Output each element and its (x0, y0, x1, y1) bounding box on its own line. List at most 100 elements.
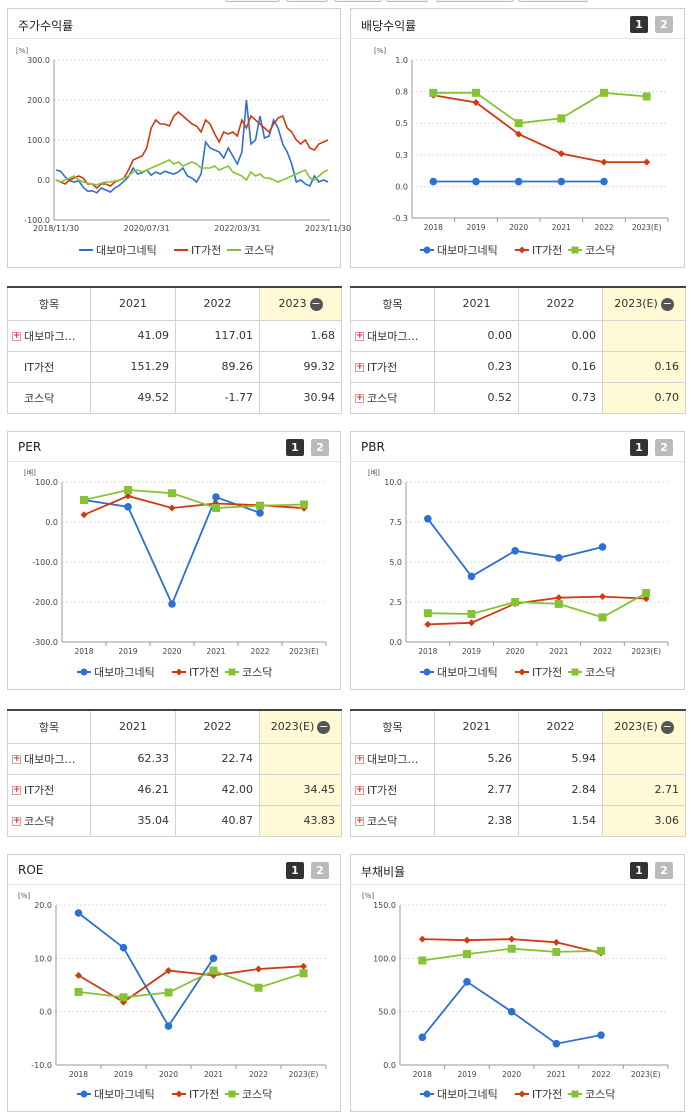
legend-marker (80, 668, 88, 676)
view-2-button[interactable]: 2 (655, 16, 673, 33)
view-1-button[interactable]: 1 (630, 16, 648, 33)
top-tab[interactable] (334, 0, 382, 2)
expand-icon[interactable]: + (355, 362, 364, 372)
y-tick-label: 0.8 (395, 88, 408, 97)
data-point (463, 936, 471, 944)
legend-marker (423, 246, 431, 254)
table-row: + 대보마그… 62.33 22.74 (7, 742, 342, 775)
table-cell (259, 742, 342, 775)
data-point (300, 962, 307, 970)
top-tab[interactable] (286, 0, 328, 2)
x-tick-label: 2023(E) (289, 647, 319, 656)
data-point (514, 119, 523, 128)
top-tab[interactable] (386, 0, 428, 2)
table-cell: 40.87 (175, 804, 260, 837)
data-point (468, 619, 475, 627)
data-point (168, 600, 176, 608)
x-tick-label: 2020 (162, 647, 181, 656)
legend-label: 대보마그네틱 (94, 1088, 155, 1101)
expand-icon[interactable]: + (12, 331, 21, 341)
collapse-icon[interactable]: − (309, 296, 323, 311)
x-tick-label: 2022 (591, 1070, 610, 1079)
unit-label: [%] (16, 47, 28, 55)
y-tick-label: -100.0 (24, 216, 50, 225)
column-header-label: 2022 (546, 720, 575, 734)
data-point (472, 177, 480, 186)
x-tick-label: 2019 (114, 1070, 133, 1079)
data-point (80, 496, 88, 504)
view-2-button[interactable]: 2 (655, 439, 673, 456)
view-1-button[interactable]: 1 (630, 439, 648, 456)
x-tick-label: 2020 (509, 223, 528, 232)
view-2-button[interactable]: 2 (655, 862, 673, 879)
data-point (212, 503, 220, 512)
expand-icon[interactable]: + (355, 785, 364, 795)
y-tick-label: -300.0 (32, 638, 58, 647)
top-tab[interactable] (436, 0, 514, 2)
data-point (552, 1039, 561, 1048)
collapse-icon[interactable]: − (660, 296, 674, 311)
table-cell: 0.52 (434, 381, 519, 414)
expand-icon[interactable]: + (12, 785, 21, 795)
row-label: IT가전 (7, 350, 91, 383)
legend-label: 코스닥 (244, 244, 274, 257)
legend-marker (175, 1090, 183, 1098)
legend-marker (518, 246, 526, 254)
view-1-button[interactable]: 1 (286, 439, 304, 456)
top-tab[interactable] (518, 0, 588, 2)
data-point (124, 486, 132, 494)
x-tick-label: 2019 (118, 647, 137, 656)
chart-per: [배]100.0 0.0 -100.0 -200.0 -300.0 2018 2019 202… (24, 468, 327, 679)
data-point (472, 88, 480, 97)
column-header: 항목 (7, 709, 91, 744)
chart-title: PBR (361, 440, 385, 454)
legend-label: 코스닥 (242, 1088, 272, 1101)
data-point (299, 969, 308, 978)
y-tick-label: 100.0 (35, 478, 58, 487)
y-tick-label: 0.0 (39, 1008, 52, 1017)
expand-icon[interactable]: + (12, 816, 21, 826)
expand-icon[interactable]: + (12, 754, 21, 764)
series-line-1 (427, 595, 647, 626)
x-tick-label: 2021 (552, 223, 571, 232)
data-point (508, 935, 516, 943)
column-header: 항목 (350, 709, 435, 744)
row-label: + 코스닥 (7, 804, 91, 837)
table-cell: 1.68 (259, 319, 342, 352)
y-tick-label: -200.0 (32, 598, 58, 607)
unit-label: [%] (18, 892, 30, 900)
expand-icon[interactable]: + (355, 331, 364, 341)
expand-icon[interactable]: + (355, 816, 364, 826)
table-cell: 99.32 (259, 350, 342, 383)
data-point (557, 114, 566, 123)
column-header-label: 2021 (119, 720, 147, 734)
collapse-icon[interactable]: − (317, 719, 331, 734)
series-line-2 (78, 969, 304, 999)
series-line-2 (83, 489, 305, 509)
data-point (643, 158, 651, 166)
view-2-button[interactable]: 2 (311, 862, 329, 879)
row-label: + IT가전 (350, 350, 435, 383)
row-label-text: IT가전 (24, 360, 55, 374)
column-header: 2023(E) − (259, 709, 342, 744)
legend-marker (423, 1090, 431, 1098)
table-per: 항목 2021 2022 2023(E) − + 대보마그… 62.33 22.74 + IT가전 4… (7, 709, 342, 837)
table-cell: 62.33 (90, 742, 176, 775)
data-point (511, 547, 519, 555)
expand-icon[interactable]: + (355, 754, 364, 764)
table-pbr: 항목 2021 2022 2023(E) − + 대보마그… 5.26 5.94 + IT가전 2.7… (350, 709, 686, 837)
view-1-button[interactable]: 1 (286, 862, 304, 879)
view-1-button[interactable]: 1 (630, 862, 648, 879)
data-point (463, 950, 471, 959)
data-point (642, 589, 651, 598)
x-tick-label: 2023(E) (631, 1070, 661, 1079)
table-cell: 1.54 (518, 804, 603, 837)
legend-label: 코스닥 (242, 666, 272, 679)
x-tick-label: 2021 (547, 1070, 566, 1079)
view-2-button[interactable]: 2 (311, 439, 329, 456)
column-header: 항목 (7, 286, 91, 321)
row-label: + 코스닥 (350, 804, 435, 837)
top-tab[interactable] (225, 0, 280, 2)
expand-icon[interactable]: + (355, 393, 364, 403)
collapse-icon[interactable]: − (660, 719, 674, 734)
